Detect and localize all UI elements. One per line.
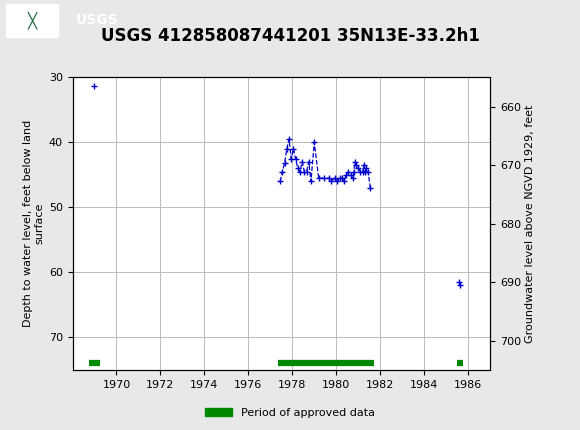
Y-axis label: Depth to water level, feet below land
surface: Depth to water level, feet below land su… [23, 120, 45, 327]
Text: ╳: ╳ [27, 12, 37, 29]
Text: USGS 412858087441201 35N13E-33.2h1: USGS 412858087441201 35N13E-33.2h1 [100, 27, 480, 45]
Y-axis label: Groundwater level above NGVD 1929, feet: Groundwater level above NGVD 1929, feet [525, 104, 535, 343]
Bar [6, 4, 58, 37]
Legend: Period of approved data: Period of approved data [200, 403, 380, 422]
Text: USGS: USGS [75, 13, 118, 28]
